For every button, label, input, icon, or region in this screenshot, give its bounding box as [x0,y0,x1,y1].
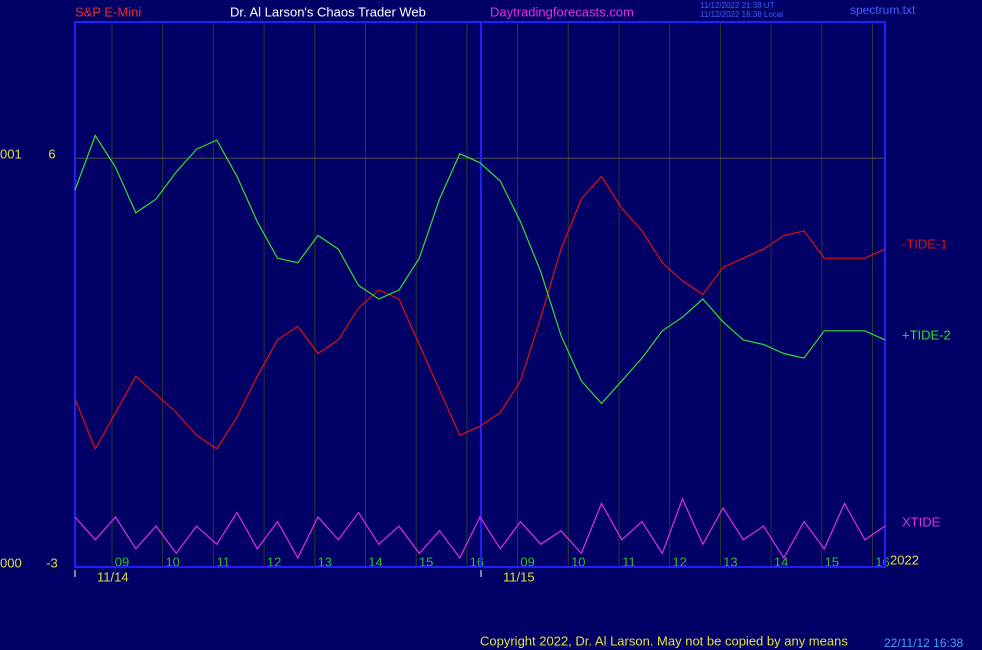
date-label: 11/15 [503,569,535,584]
x-tick-label: 12 [672,554,686,569]
series-line [74,497,886,560]
timestamp-ut: 11/12/2022 21:38 UT [700,1,775,10]
legend-entry: -TIDE-1 [902,236,948,251]
x-tick-label: 10 [571,554,585,569]
date-label: 11/14 [97,569,129,584]
y-tick-label: -3 [46,555,58,570]
timestamp-local: 11/12/2022 16:38 Local [700,10,783,19]
series-line [74,175,886,451]
x-tick-label: 11 [622,554,636,569]
legend-entry: XTIDE [902,514,941,529]
x-tick-label: 09 [520,554,534,569]
copyright: Copyright 2022, Dr. Al Larson. May not b… [480,633,848,648]
year: 2022 [890,552,919,567]
chart-title: Dr. Al Larson's Chaos Trader Web [230,4,426,19]
x-tick-label: 16 [875,554,889,569]
x-tick-label: 11 [217,554,231,569]
x-tick-label: 12 [267,554,281,569]
left-label: 000 [0,555,22,570]
x-tick-label: 10 [165,554,179,569]
x-tick-label: 13 [318,554,332,569]
x-tick-label: 09 [115,554,129,569]
footer-code: 22/11/12 16:38 [884,636,964,650]
x-tick-label: 14 [368,554,382,569]
file-name: spectrum.txt [850,3,916,17]
series-line [74,134,886,405]
site: Daytradingforecasts.com [490,4,634,19]
y-tick-label: 6 [48,147,55,162]
x-tick-label: 14 [774,554,788,569]
left-label: 001 [0,147,22,162]
x-tick-label: 15 [419,554,433,569]
x-tick-label: 15 [825,554,839,569]
legend-entry: +TIDE-2 [902,327,951,342]
x-tick-label: 13 [723,554,737,569]
symbol: S&P E-Mini [75,4,141,19]
